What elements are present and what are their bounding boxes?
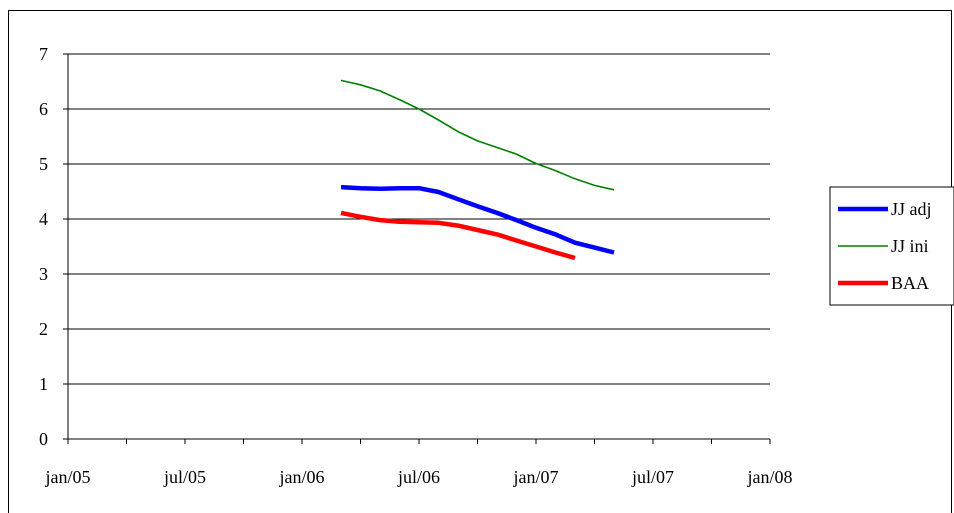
x-tick-label: jan/08 xyxy=(747,467,793,487)
x-tick-label: jul/07 xyxy=(631,467,674,487)
y-tick-label: 3 xyxy=(39,264,48,284)
x-tick-label: jan/05 xyxy=(45,467,91,487)
y-tick-label: 5 xyxy=(39,154,48,174)
y-tick-label: 7 xyxy=(39,44,48,64)
x-tick-label: jul/06 xyxy=(397,467,440,487)
x-tick-label: jan/06 xyxy=(279,467,325,487)
series-line-baa xyxy=(340,210,576,261)
series-lines xyxy=(340,79,615,261)
series-line-jj-ini xyxy=(340,79,615,191)
series-line-jj-adj xyxy=(340,184,615,255)
gridlines xyxy=(68,53,770,385)
y-tick-label: 4 xyxy=(39,209,48,229)
x-tick-label: jan/07 xyxy=(513,467,559,487)
y-tick-label: 1 xyxy=(39,374,48,394)
axes: 0 1 2 3 4 5 6 7 jan/05 jul/05 jan/06 jul/06 jan/07 ju… xyxy=(39,44,793,487)
y-tick-label: 0 xyxy=(39,429,48,449)
legend-label: JJ ini xyxy=(891,236,929,256)
legend: JJ adj JJ ini BAA xyxy=(829,186,954,306)
legend-label: BAA xyxy=(891,273,929,293)
y-tick-label: 2 xyxy=(39,319,48,339)
y-tick-label: 6 xyxy=(39,99,48,119)
legend-label: JJ adj xyxy=(891,199,932,219)
x-tick-label: jul/05 xyxy=(163,467,206,487)
